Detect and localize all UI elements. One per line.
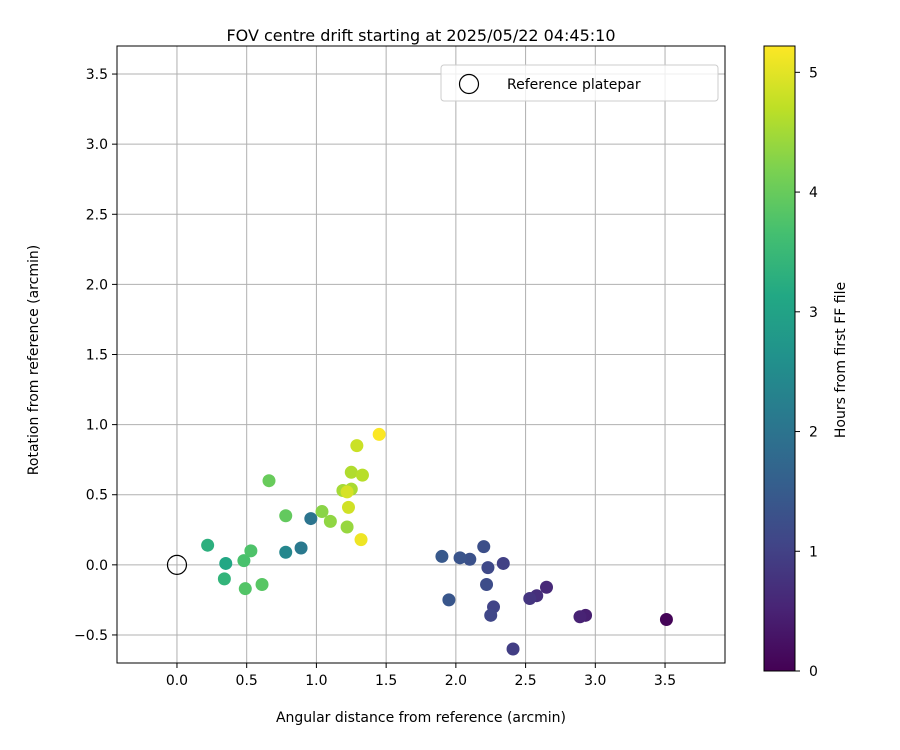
data-point [480, 577, 494, 591]
data-point [238, 582, 252, 596]
colorbar-tick-label: 3 [809, 305, 818, 321]
y-axis-ticks: −0.5 0.0 0.5 1.0 1.5 2.0 2.5 3.0 3.5 [74, 67, 117, 644]
data-point [201, 538, 215, 552]
data-point [255, 577, 269, 591]
y-tick-label: 3.0 [86, 137, 108, 153]
data-point [523, 591, 537, 605]
data-point [294, 541, 308, 555]
x-tick-label: 3.0 [584, 673, 606, 689]
data-point [340, 520, 354, 534]
legend-box [440, 64, 719, 102]
colorbar-tick-label: 4 [809, 185, 818, 201]
data-point [355, 468, 369, 482]
x-tick-label: 3.5 [654, 673, 676, 689]
data-point [453, 551, 467, 565]
data-point [341, 500, 355, 514]
y-tick-label: −0.5 [74, 628, 108, 644]
data-point [262, 474, 276, 488]
data-point [442, 593, 456, 607]
data-point [506, 642, 520, 656]
colorbar [763, 45, 796, 672]
x-tick-label: 0.0 [166, 673, 188, 689]
y-tick-label: 1.5 [86, 348, 108, 364]
y-axis-label: Rotation from reference (arcmin) [26, 245, 42, 475]
y-tick-label: 1.0 [86, 418, 108, 434]
data-point [573, 610, 587, 624]
data-point [659, 613, 673, 627]
grid-lines [117, 46, 725, 663]
data-point [340, 485, 354, 499]
x-axis-ticks: 0.0 0.5 1.0 1.5 2.0 2.5 3.0 3.5 [166, 663, 676, 689]
legend-label: Reference platepar [507, 77, 641, 93]
data-point [217, 572, 231, 586]
colorbar-tick-label: 0 [809, 664, 818, 680]
data-point [484, 608, 498, 622]
data-point [279, 509, 293, 523]
y-tick-label: 2.5 [86, 207, 108, 223]
data-point [540, 580, 554, 594]
data-point [496, 556, 510, 570]
colorbar-label: Hours from first FF file [833, 282, 849, 438]
x-tick-label: 1.0 [305, 673, 327, 689]
data-point [219, 556, 233, 570]
x-tick-label: 2.0 [445, 673, 467, 689]
x-tick-label: 1.5 [375, 673, 397, 689]
data-point [354, 533, 368, 547]
x-axis-label: Angular distance from reference (arcmin) [276, 710, 566, 726]
data-point [435, 549, 449, 563]
data-point [304, 512, 318, 526]
data-point [481, 561, 495, 575]
colorbar-tick-label: 5 [809, 65, 818, 81]
x-tick-label: 2.5 [514, 673, 536, 689]
data-point [279, 545, 293, 559]
colorbar-tick-label: 2 [809, 425, 818, 441]
y-tick-label: 2.0 [86, 277, 108, 293]
colorbar-ticks: 0 1 2 3 4 5 [795, 65, 818, 680]
data-point [350, 439, 364, 453]
data-points [201, 427, 673, 656]
data-point [463, 552, 477, 566]
x-tick-label: 0.5 [236, 673, 258, 689]
data-point [244, 544, 258, 558]
y-tick-label: 3.5 [86, 67, 108, 83]
y-tick-label: 0.5 [86, 488, 108, 504]
data-point [344, 465, 358, 479]
y-tick-label: 0.0 [86, 558, 108, 574]
reference-marker [166, 554, 188, 575]
legend-marker [458, 73, 480, 95]
legend: Reference platepar [440, 64, 719, 102]
data-point [237, 554, 251, 568]
data-point [323, 514, 337, 528]
data-point [372, 427, 386, 441]
data-point [315, 505, 329, 519]
chart-title: FOV centre drift starting at 2025/05/22 … [226, 26, 615, 45]
data-point [477, 540, 491, 554]
colorbar-tick-label: 1 [809, 544, 818, 560]
